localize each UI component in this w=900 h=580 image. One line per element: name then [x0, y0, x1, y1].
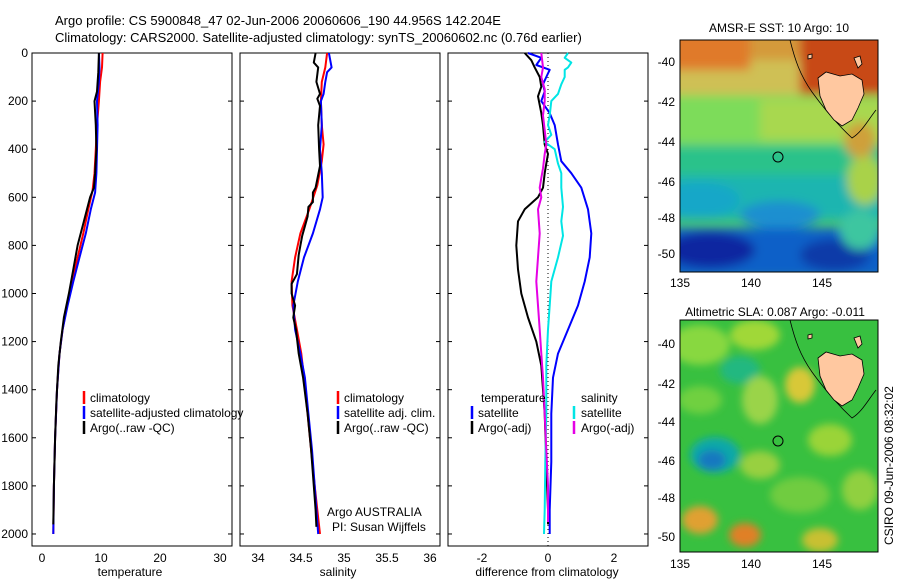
series-line-temperature-satellite — [527, 52, 593, 534]
title-line2: Climatology: CARS2000. Satellite-adjuste… — [55, 30, 582, 45]
difference-panel — [447, 52, 649, 547]
island-land — [807, 53, 813, 60]
sal-xtick: 35 — [337, 551, 351, 565]
lat-tick: -50 — [658, 247, 676, 261]
salinity-xticks: 34 34.5 35 35.5 36 — [251, 551, 437, 565]
lon-tick: 140 — [741, 276, 761, 290]
sla-map-frame — [679, 319, 879, 553]
lat-tick: -44 — [658, 415, 676, 429]
lon-tick: 145 — [812, 557, 832, 571]
depth-tick-label: 1600 — [1, 431, 28, 445]
depth-tick-label: 2000 — [1, 527, 28, 541]
temp-xtick: 30 — [213, 551, 227, 565]
temp-xtick: 10 — [94, 551, 108, 565]
legend-heading-temperature: temperature — [481, 391, 546, 405]
legend-label: Argo(..raw -QC) — [90, 421, 175, 435]
lat-tick: -40 — [658, 55, 676, 69]
depth-tick-label: 1400 — [1, 383, 28, 397]
lat-tick: -50 — [658, 530, 676, 544]
legend-heading-salinity: salinity — [581, 391, 618, 405]
depth-tick-label: 1000 — [1, 286, 28, 300]
depth-tick-label: 1200 — [1, 335, 28, 349]
series-line-salinity-satellite — [543, 52, 573, 535]
argo-australia-note: Argo AUSTRALIA — [327, 505, 422, 519]
sal-xtick: 35.5 — [375, 551, 399, 565]
temperature-legend: climatology satellite-adjusted climatolo… — [82, 391, 243, 435]
lat-tick: -44 — [658, 135, 676, 149]
legend-label: satellite adj. clim. — [344, 406, 435, 420]
profile-series — [52, 52, 593, 535]
lat-tick: -40 — [658, 337, 676, 351]
sst-map-title: AMSR-E SST: 10 Argo: 10 — [709, 21, 849, 35]
legend-label: satellite — [478, 406, 519, 420]
difference-xlabel: difference from climatology — [475, 565, 618, 579]
depth-tick-label: 800 — [8, 238, 28, 252]
legend-label: climatology — [344, 391, 404, 405]
argo-float-marker — [772, 435, 784, 447]
depth-axis: 0 200 400 600 800 1000 1200 1400 1600 1800 2000 — [1, 46, 648, 541]
tasmania-land — [817, 71, 865, 127]
depth-tick-label: 0 — [21, 46, 28, 60]
title-line1: Argo profile: CS 5900848_47 02-Jun-2006 … — [55, 13, 501, 28]
temperature-axes — [31, 52, 233, 547]
lon-tick: 135 — [670, 557, 690, 571]
legend-label: Argo(-adj) — [478, 421, 531, 435]
lat-tick: -48 — [658, 211, 676, 225]
legend-label: Argo(-adj) — [581, 421, 634, 435]
temp-xtick: 20 — [153, 551, 167, 565]
sal-xtick: 34.5 — [289, 551, 313, 565]
difference-legend: temperature salinity satellite Argo(-adj… — [470, 391, 634, 435]
salinity-panel — [239, 52, 441, 547]
series-line-salinity-argo-adj — [535, 52, 549, 522]
salinity-xlabel: salinity — [320, 565, 357, 579]
salinity-legend: climatology satellite adj. clim. Argo(..… — [336, 391, 435, 435]
timestamp-side-label: CSIRO 09-Jun-2006 08:32:02 — [882, 386, 896, 545]
sla-map-xticks: 135 140 145 — [670, 557, 832, 571]
sla-map-title: Altimetric SLA: 0.087 Argo: -0.011 — [685, 305, 865, 319]
diff-xtick: -2 — [477, 551, 488, 565]
series-line-argo-raw-qc — [290, 52, 321, 527]
sla-map-yticks: -40 -42 -44 -46 -48 -50 — [658, 337, 676, 544]
lat-tick: -48 — [658, 491, 676, 505]
diff-xtick: 0 — [545, 551, 552, 565]
island-land — [853, 55, 863, 69]
lon-tick: 140 — [741, 557, 761, 571]
difference-xticks: -2 0 2 — [477, 551, 618, 565]
lat-tick: -42 — [658, 95, 676, 109]
sla-map — [680, 320, 878, 552]
tasmania-land — [817, 351, 865, 407]
lat-tick: -46 — [658, 454, 676, 468]
diff-xtick: 2 — [611, 551, 618, 565]
sal-xtick: 34 — [251, 551, 265, 565]
legend-label: satellite — [581, 406, 622, 420]
temperature-panel — [31, 52, 233, 547]
depth-tick-label: 200 — [8, 94, 28, 108]
depth-tick-label: 600 — [8, 190, 28, 204]
temperature-xlabel: temperature — [98, 565, 163, 579]
depth-tick-label: 1800 — [1, 479, 28, 493]
lon-tick: 145 — [812, 276, 832, 290]
sal-xtick: 36 — [423, 551, 437, 565]
legend-label: Argo(..raw -QC) — [344, 421, 429, 435]
island-land — [807, 333, 813, 340]
legend-label: satellite-adjusted climatology — [90, 406, 243, 420]
sst-map-yticks: -40 -42 -44 -46 -48 -50 — [658, 55, 676, 261]
temp-xtick: 0 — [39, 551, 46, 565]
sst-map-frame — [679, 39, 879, 273]
salinity-axes — [239, 52, 441, 547]
lat-tick: -42 — [658, 377, 676, 391]
sst-map — [680, 40, 878, 272]
depth-tick-label: 400 — [8, 142, 28, 156]
lon-tick: 135 — [670, 276, 690, 290]
pi-note: PI: Susan Wijffels — [332, 520, 426, 534]
lat-tick: -46 — [658, 175, 676, 189]
temperature-xticks: 0 10 20 30 — [39, 551, 227, 565]
island-land — [853, 335, 863, 349]
argo-float-marker — [772, 151, 784, 163]
legend-label: climatology — [90, 391, 150, 405]
sst-map-xticks: 135 140 145 — [670, 276, 832, 290]
series-line-argo-raw-qc — [52, 52, 100, 525]
difference-axes — [447, 52, 649, 547]
